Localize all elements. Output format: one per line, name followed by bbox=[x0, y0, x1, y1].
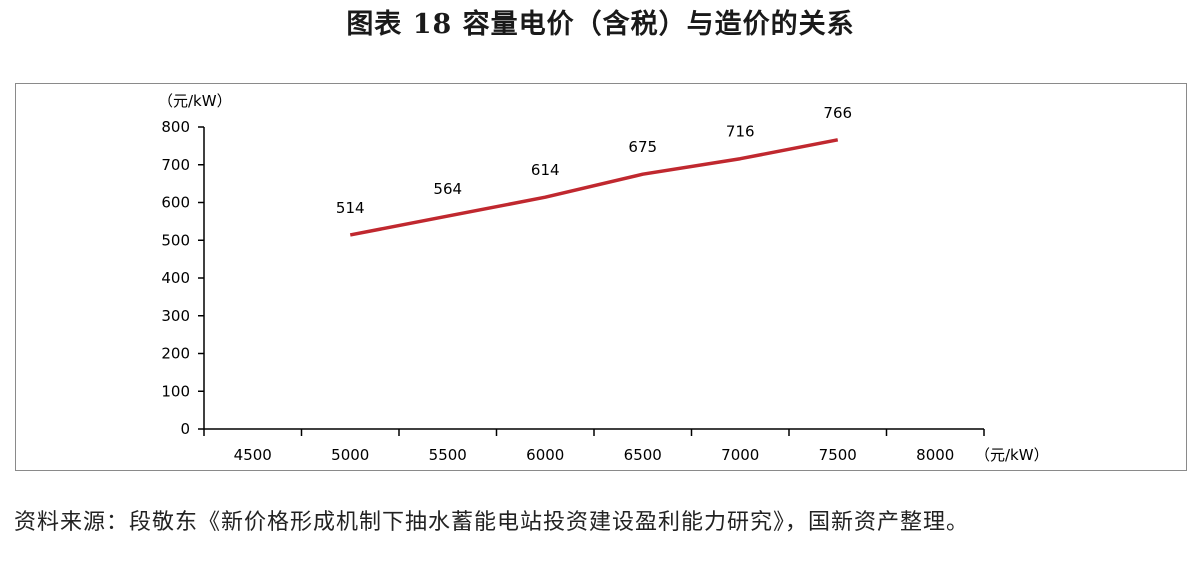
x-tick-label: 7000 bbox=[721, 446, 759, 464]
x-tick-label: 6500 bbox=[624, 446, 662, 464]
y-tick-label: 600 bbox=[161, 194, 190, 212]
source-note: 资料来源：段敬东《新价格形成机制下抽水蓄能电站投资建设盈利能力研究》，国新资产整… bbox=[14, 510, 970, 535]
data-label: 514 bbox=[336, 199, 365, 217]
chart-title: 图表 18 容量电价（含税）与造价的关系 bbox=[346, 9, 855, 40]
y-tick-label: 100 bbox=[161, 382, 190, 400]
y-tick-label: 800 bbox=[161, 118, 190, 136]
x-tick-label: 4500 bbox=[234, 446, 272, 464]
y-tick-label: 200 bbox=[161, 345, 190, 363]
x-axis-label: （元/kW） bbox=[975, 446, 1049, 464]
x-tick-label: 6000 bbox=[526, 446, 564, 464]
x-tick-label: 5000 bbox=[331, 446, 369, 464]
y-axis-label: （元/kW） bbox=[158, 92, 232, 110]
y-tick-label: 0 bbox=[180, 420, 190, 438]
data-label: 675 bbox=[628, 138, 657, 156]
series-line bbox=[349, 138, 839, 237]
y-tick-label: 500 bbox=[161, 231, 190, 249]
data-label: 614 bbox=[531, 161, 560, 179]
data-label: 766 bbox=[823, 104, 852, 122]
x-tick-label: 7500 bbox=[819, 446, 857, 464]
data-label: 716 bbox=[726, 123, 755, 141]
data-label: 564 bbox=[433, 180, 462, 198]
y-tick-label: 700 bbox=[161, 156, 190, 174]
x-tick-label: 8000 bbox=[916, 446, 954, 464]
chart-frame bbox=[15, 83, 1187, 471]
y-tick-label: 300 bbox=[161, 307, 190, 325]
y-tick-label: 400 bbox=[161, 269, 190, 287]
x-tick-label: 5500 bbox=[429, 446, 467, 464]
